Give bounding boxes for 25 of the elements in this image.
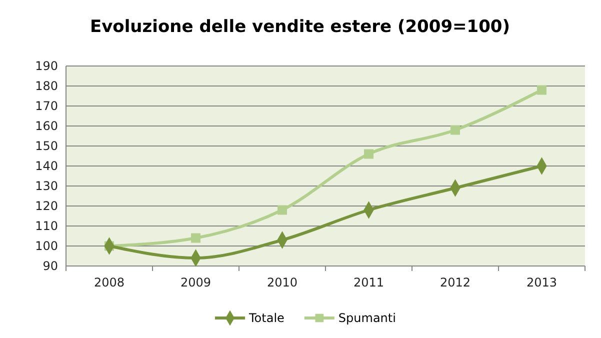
y-tick-label: 140 bbox=[35, 158, 58, 173]
x-tick-label: 2010 bbox=[266, 276, 298, 290]
x-tick-label: 2009 bbox=[180, 276, 212, 290]
y-tick-label: 130 bbox=[35, 178, 58, 193]
x-tick-label: 2013 bbox=[526, 276, 558, 290]
y-tick-label: 170 bbox=[35, 98, 58, 113]
y-tick-label: 120 bbox=[35, 198, 58, 213]
y-tick-label: 190 bbox=[35, 58, 58, 73]
legend-label: Spumanti bbox=[338, 311, 396, 325]
x-tick-label: 2012 bbox=[440, 276, 471, 290]
x-tick-label: 2008 bbox=[94, 276, 125, 290]
y-tick-label: 150 bbox=[35, 138, 58, 153]
y-tick-label: 110 bbox=[35, 218, 58, 233]
legend-label: Totale bbox=[248, 311, 284, 325]
y-tick-label: 180 bbox=[35, 78, 58, 93]
y-tick-label: 160 bbox=[35, 118, 58, 133]
point bbox=[278, 205, 287, 215]
point bbox=[537, 85, 546, 95]
chart-title: Evoluzione delle vendite estere (2009=100) bbox=[90, 17, 510, 37]
x-tick-label: 2011 bbox=[353, 276, 384, 290]
point bbox=[191, 233, 200, 243]
y-tick-label: 100 bbox=[35, 238, 58, 253]
point bbox=[364, 149, 374, 159]
y-tick-label: 90 bbox=[42, 258, 58, 273]
point bbox=[450, 125, 460, 135]
